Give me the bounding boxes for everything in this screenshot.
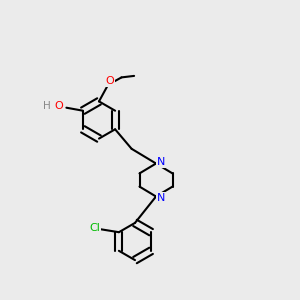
- Text: O: O: [55, 101, 63, 111]
- Text: Cl: Cl: [89, 223, 100, 233]
- Text: N: N: [157, 193, 166, 203]
- Text: N: N: [157, 157, 166, 167]
- Text: H: H: [43, 101, 51, 111]
- Text: O: O: [105, 76, 114, 86]
